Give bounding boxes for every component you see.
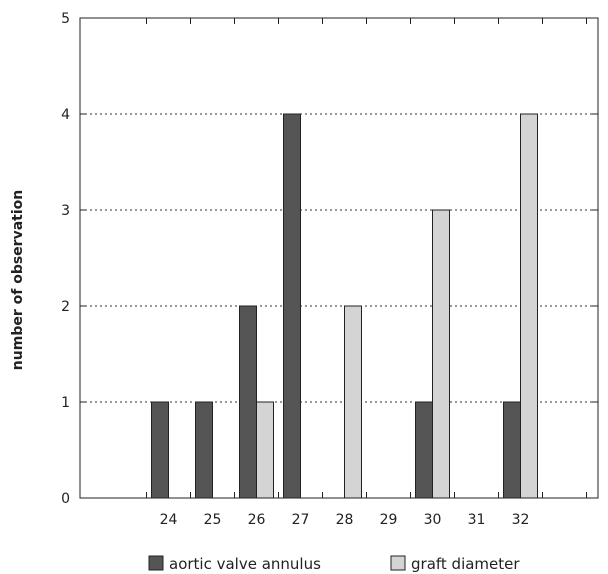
x-tick-label: 30 xyxy=(424,512,442,528)
bar-graft-diameter-30 xyxy=(432,209,450,499)
x-axis-ticks: 24 25 26 27 28 29 30 31 32 xyxy=(146,18,587,528)
legend-swatch-aortic-valve-annulus xyxy=(148,555,164,571)
bar-aortic-valve-annulus-25 xyxy=(195,401,213,499)
y-tick-label: 2 xyxy=(61,299,70,315)
legend-label-aortic-valve-annulus: aortic valve annulus xyxy=(169,555,321,573)
x-tick-label: 25 xyxy=(204,512,222,528)
x-tick-label: 27 xyxy=(292,512,310,528)
y-axis-ticks: 0 1 2 3 4 5 xyxy=(61,11,598,507)
plot-border xyxy=(79,17,599,499)
y-tick-label: 1 xyxy=(61,395,70,411)
bar-aortic-valve-annulus-30 xyxy=(415,401,433,499)
legend: aortic valve annulus graft diameter xyxy=(148,555,520,573)
x-tick-label: 29 xyxy=(380,512,398,528)
y-tick-label: 3 xyxy=(61,203,70,219)
bar-aortic-valve-annulus-24 xyxy=(151,401,169,499)
x-tick-label: 24 xyxy=(160,512,178,528)
x-tick-label: 28 xyxy=(336,512,354,528)
x-tick-label: 26 xyxy=(248,512,266,528)
bar-aortic-valve-annulus-26 xyxy=(239,305,257,499)
y-axis-label: number of observation xyxy=(10,190,26,370)
bar-graft-diameter-26 xyxy=(256,401,274,499)
bar-graft-diameter-28 xyxy=(344,305,362,499)
bar-aortic-valve-annulus-32 xyxy=(503,401,521,499)
y-tick-label: 0 xyxy=(61,491,70,507)
y-tick-label: 5 xyxy=(61,11,70,27)
bar-graft-diameter-32 xyxy=(520,113,538,499)
legend-swatch-graft-diameter xyxy=(390,555,406,571)
x-tick-label: 31 xyxy=(468,512,486,528)
y-tick-label: 4 xyxy=(61,107,70,123)
x-tick-label: 32 xyxy=(512,512,530,528)
plot-frame xyxy=(79,17,599,499)
bars xyxy=(151,113,538,499)
bar-aortic-valve-annulus-27 xyxy=(283,113,301,499)
legend-label-graft-diameter: graft diameter xyxy=(411,555,520,573)
